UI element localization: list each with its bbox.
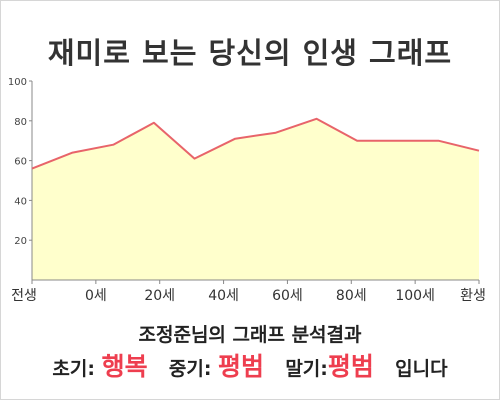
x-tick-label: 0세 [85,288,107,304]
x-tick-label: 20세 [144,288,175,304]
middle-value: 평범 [218,352,265,381]
y-tick-label: 60 [14,157,27,168]
y-tick-label: 80 [14,117,27,128]
early-value: 행복 [101,352,148,381]
x-tick-label: 60세 [272,288,303,304]
result-suffix: 입니다 [395,358,448,380]
y-tick-label: 40 [14,196,27,207]
middle-label: 중기: [168,358,212,380]
result-title: 조정준님의 그래프 분석결과 [138,324,362,346]
y-tick-labels: 20 40 60 80 100 [8,77,32,247]
y-tick-label: 20 [14,236,27,247]
series-line [31,117,480,170]
area-fill [32,118,479,280]
early-label: 초기: [52,358,95,380]
y-tick-label: 100 [8,77,27,88]
result-summary: 초기: 행복 중기: 평범 말기:평범 입니다 [0,347,500,383]
line-layer [31,117,480,170]
late-value: 평범 [327,352,374,381]
late-label: 말기: [285,358,328,380]
x-tick-label: 80세 [336,288,367,304]
x-tick-label: 40세 [208,288,239,304]
x-tick-label: 100세 [395,288,435,304]
x-tick-label: 환생 [460,288,486,304]
x-tick-labels: 전생 0세 20세 40세 60세 80세 100세 환생 [11,280,486,304]
axis-layer [31,81,479,281]
chart-title: 재미로 보는 당신의 인생 그래프 [47,36,453,70]
area-layer [32,118,479,280]
x-tick-label: 전생 [11,288,37,304]
